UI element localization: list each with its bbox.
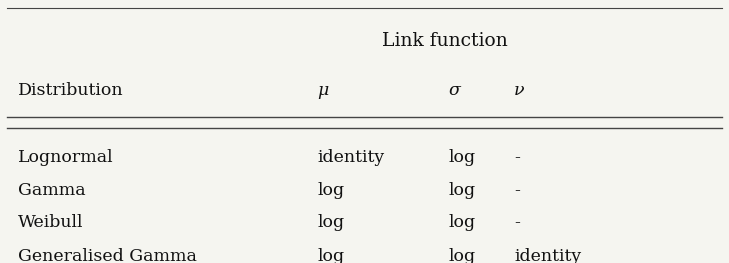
Text: identity: identity <box>317 149 384 166</box>
Text: log: log <box>448 248 475 263</box>
Text: -: - <box>514 214 520 231</box>
Text: log: log <box>317 182 344 199</box>
Text: log: log <box>317 214 344 231</box>
Text: Distribution: Distribution <box>18 82 124 99</box>
Text: σ: σ <box>448 82 460 99</box>
Text: -: - <box>514 149 520 166</box>
Text: log: log <box>448 214 475 231</box>
Text: log: log <box>448 182 475 199</box>
Text: Gamma: Gamma <box>18 182 86 199</box>
Text: log: log <box>448 149 475 166</box>
Text: ν: ν <box>514 82 525 99</box>
Text: Lognormal: Lognormal <box>18 149 114 166</box>
Text: log: log <box>317 248 344 263</box>
Text: Link function: Link function <box>382 32 507 50</box>
Text: μ: μ <box>317 82 328 99</box>
Text: Generalised Gamma: Generalised Gamma <box>18 248 197 263</box>
Text: Weibull: Weibull <box>18 214 84 231</box>
Text: identity: identity <box>514 248 581 263</box>
Text: -: - <box>514 182 520 199</box>
